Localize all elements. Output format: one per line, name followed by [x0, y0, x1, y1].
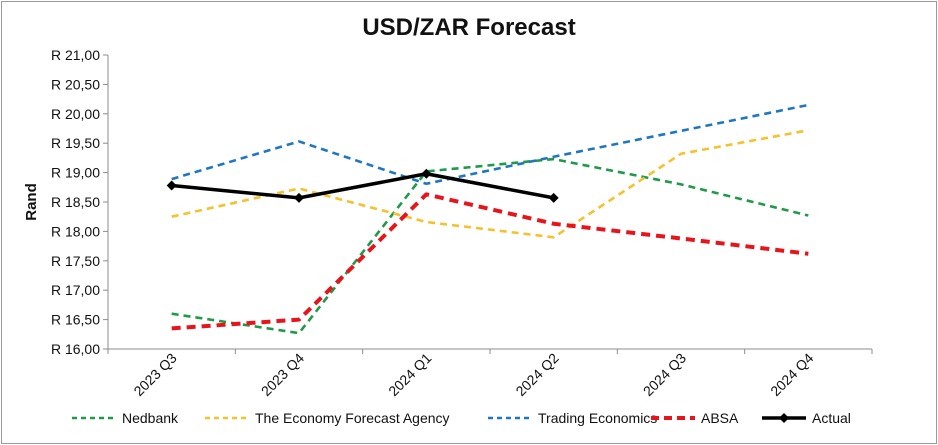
legend-label-trading-economics: Trading Economics: [538, 410, 657, 426]
data-point-actual: [548, 192, 559, 203]
y-tick-label: R 20,00: [51, 106, 100, 122]
series-line-trading-economics: [171, 103, 809, 186]
x-tick-label: 2024 Q2: [512, 350, 561, 399]
y-tick-label: R 17,50: [51, 253, 100, 269]
data-point-actual: [421, 168, 432, 179]
y-tick-label: R 18,00: [51, 223, 100, 239]
legend-marker-actual: [779, 413, 789, 423]
series-line-nedbank: [171, 157, 809, 335]
y-tick-label: R 16,00: [51, 341, 100, 357]
y-tick-label: R 18,50: [51, 194, 100, 210]
data-point-actual: [294, 192, 304, 203]
legend-label-the-economy-forecast-agency: The Economy Forecast Agency: [255, 410, 450, 426]
x-tick-label: 2024 Q3: [640, 350, 689, 399]
y-tick-label: R 17,00: [51, 282, 100, 298]
legend-label-nedbank: Nedbank: [122, 410, 179, 426]
y-tick-label: R 21,00: [51, 47, 100, 63]
y-tick-label: R 19,00: [51, 165, 100, 181]
series-line-absa: [171, 192, 809, 331]
y-tick-label: R 16,50: [51, 312, 100, 328]
y-axis-title: Rand: [23, 183, 40, 221]
x-tick-label: 2024 Q1: [385, 350, 434, 399]
series-line-actual: [171, 172, 554, 200]
x-tick-label: 2023 Q3: [130, 350, 179, 399]
chart-title: USD/ZAR Forecast: [362, 14, 576, 41]
x-tick-label: 2023 Q4: [258, 350, 307, 399]
y-tick-label: R 19,50: [51, 135, 100, 151]
data-point-actual: [166, 180, 177, 191]
legend-label-absa: ABSA: [701, 410, 739, 426]
y-tick-label: R 20,50: [51, 76, 100, 92]
legend-label-actual: Actual: [812, 410, 851, 426]
x-tick-label: 2024 Q4: [767, 350, 816, 399]
series-line-the-economy-forecast-agency: [171, 128, 809, 239]
